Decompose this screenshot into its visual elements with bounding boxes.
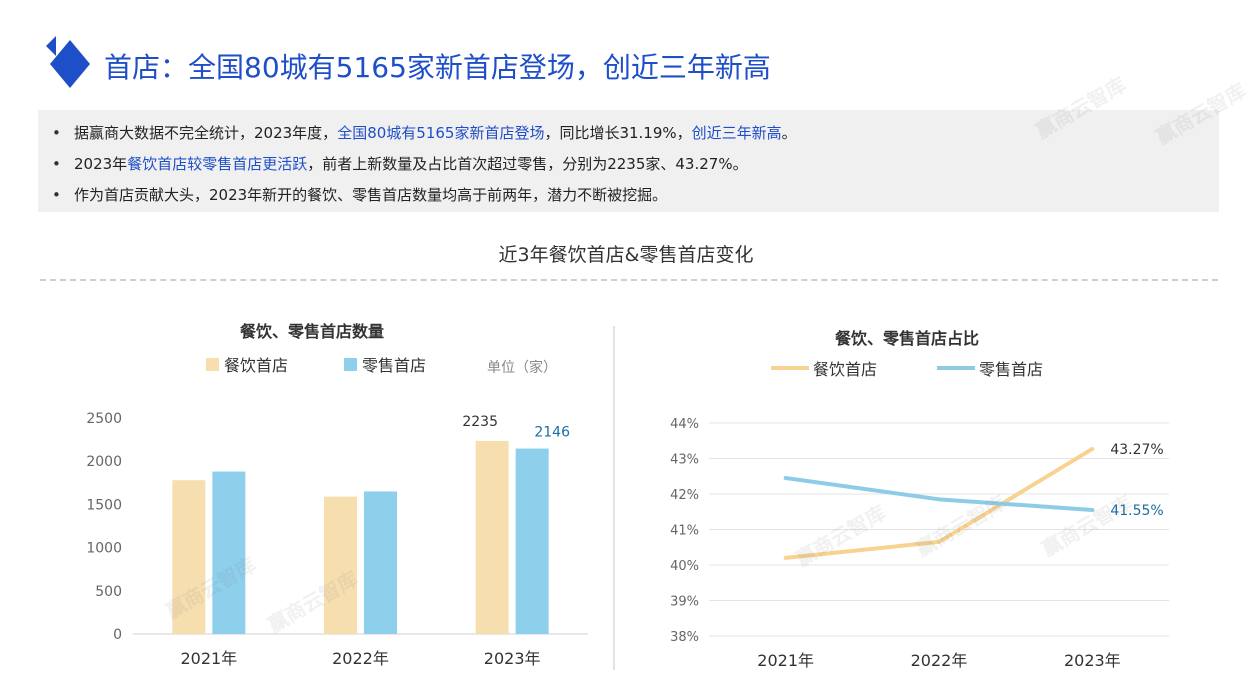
bar xyxy=(212,471,246,634)
chart-title: 餐饮、零售首店占比 xyxy=(834,329,979,348)
chart-divider xyxy=(613,326,615,670)
summary-item: 2023年餐饮首店较零售首店更活跃，前者上新数量及占比首次超过零售，分别为223… xyxy=(52,149,1219,180)
summary-text: 作为首店贡献大头，2023年新开的餐饮、零售首店数量均高于前两年，潜力不断被挖掘… xyxy=(74,186,668,204)
series-line xyxy=(783,446,1095,560)
legend-swatch-food xyxy=(206,358,219,371)
summary-highlight: 餐饮首店较零售首店更活跃 xyxy=(127,155,308,173)
summary-text: ，前者上新数量及占比首次超过零售，分别为2235家、43.27%。 xyxy=(307,155,748,173)
bar xyxy=(515,448,549,634)
legend-swatch-retail xyxy=(344,358,357,371)
page-title: 首店：全国80城有5165家新首店登场，创近三年新高 xyxy=(104,51,771,84)
summary-highlight: 创近三年新高 xyxy=(691,124,782,142)
y-tick-label: 1500 xyxy=(86,497,122,513)
unit-label: 单位（家） xyxy=(487,359,557,376)
summary-item: 据赢商大数据不完全统计，2023年度，全国80城有5165家新首店登场，同比增长… xyxy=(52,118,1219,149)
data-label: 41.55% xyxy=(1110,503,1163,519)
bar xyxy=(475,440,509,634)
summary-text: 。 xyxy=(781,124,797,142)
y-tick-label: 0 xyxy=(113,627,122,643)
section-title: 近3年餐饮首店&零售首店变化 xyxy=(498,244,754,266)
bar xyxy=(364,491,397,634)
summary-list: 据赢商大数据不完全统计，2023年度，全国80城有5165家新首店登场，同比增长… xyxy=(38,110,1219,211)
summary-text: ，同比增长31.19%， xyxy=(544,124,692,142)
y-tick-label: 39% xyxy=(670,595,699,610)
data-label: 43.27% xyxy=(1110,442,1163,458)
data-label: 2235 xyxy=(462,414,498,430)
x-tick-label: 2022年 xyxy=(332,649,389,668)
x-tick-label: 2021年 xyxy=(757,651,814,670)
x-tick-label: 2022年 xyxy=(911,651,968,670)
x-tick-label: 2021年 xyxy=(180,649,237,668)
summary-text: 据赢商大数据不完全统计，2023年度， xyxy=(74,124,338,142)
x-tick-label: 2023年 xyxy=(484,649,541,668)
y-tick-label: 1000 xyxy=(86,541,122,557)
brand-logo-icon xyxy=(46,36,90,88)
summary-item: 作为首店贡献大头，2023年新开的餐饮、零售首店数量均高于前两年，潜力不断被挖掘… xyxy=(52,180,1219,211)
series-line xyxy=(783,476,1095,512)
bar xyxy=(324,496,357,634)
chart-title: 餐饮、零售首店数量 xyxy=(239,322,384,341)
y-tick-label: 40% xyxy=(670,559,699,574)
y-tick-label: 42% xyxy=(670,488,699,503)
legend-label: 餐饮首店 xyxy=(224,356,288,375)
y-tick-label: 2500 xyxy=(86,411,122,427)
x-tick-label: 2023年 xyxy=(1064,651,1121,670)
legend-label: 零售首店 xyxy=(979,360,1043,379)
legend-label: 零售首店 xyxy=(362,356,426,375)
y-tick-label: 500 xyxy=(95,584,122,600)
section-divider xyxy=(40,279,1218,281)
summary-highlight: 全国80城有5165家新首店登场 xyxy=(337,124,545,142)
y-tick-label: 43% xyxy=(670,453,699,468)
y-tick-label: 2000 xyxy=(86,454,122,470)
summary-text: 2023年 xyxy=(74,155,128,173)
y-tick-label: 38% xyxy=(670,630,699,645)
y-tick-label: 44% xyxy=(670,417,699,432)
legend-label: 餐饮首店 xyxy=(813,360,877,379)
y-tick-label: 41% xyxy=(670,524,699,539)
summary-box: 据赢商大数据不完全统计，2023年度，全国80城有5165家新首店登场，同比增长… xyxy=(38,110,1219,212)
bar xyxy=(172,480,206,634)
data-label: 2146 xyxy=(534,425,570,441)
